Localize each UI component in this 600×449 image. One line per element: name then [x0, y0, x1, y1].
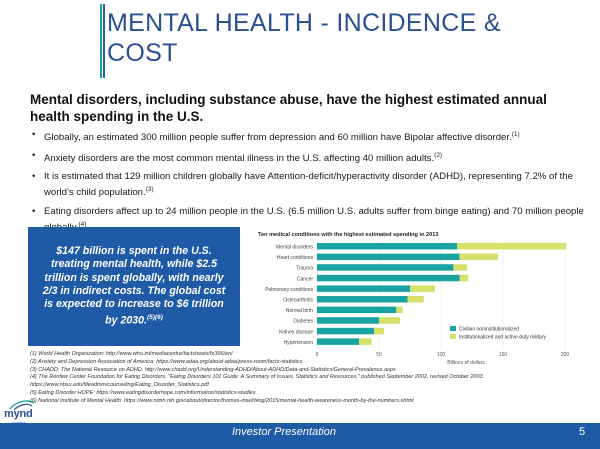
chart-title: Ten medical conditions with the highest …: [258, 232, 438, 238]
chart-bar: [453, 264, 468, 271]
title-accent-teal: [100, 4, 102, 78]
footer-label: Investor Presentation: [232, 426, 336, 438]
chart-bar: [459, 274, 469, 282]
bullet-item: Globally, an estimated 300 million peopl…: [30, 128, 585, 144]
bullet-text: Anxiety disorders are the most common me…: [44, 153, 435, 165]
chart-legend-label: Civilian noninstitutionalized: [459, 327, 519, 333]
chart-category-label: Mental disorders: [276, 245, 313, 251]
chart-bar: [317, 253, 460, 261]
title-accent-bar: [100, 4, 106, 78]
chart-legend-swatch: [450, 334, 456, 339]
chart-legend-swatch: [450, 326, 456, 331]
bullet-list: Globally, an estimated 300 million peopl…: [30, 128, 585, 239]
chart-bar: [317, 274, 460, 282]
chart-bar: [457, 243, 567, 250]
chart-bar: [379, 317, 401, 324]
cost-callout-content: $147 billion is spent in the U.S. treati…: [40, 245, 228, 328]
chart-x-axis-label: Billions of dollars: [447, 360, 485, 366]
chart-x-tick-label: 150: [499, 352, 508, 358]
chart-category-label: Heart conditions: [277, 255, 314, 261]
spending-chart-container: Ten medical conditions with the highest …: [255, 228, 575, 368]
chart-category-label: Normal birth: [286, 308, 313, 314]
chart-bar: [317, 243, 458, 250]
chart-category-label: Hypertension: [284, 340, 314, 346]
footnote: (2) Anxiety and Depression Association o…: [30, 358, 303, 365]
title-accent-blue: [103, 4, 105, 78]
chart-bar: [459, 253, 499, 261]
footer-bar: [0, 423, 600, 449]
bullet-ref: (2): [434, 152, 443, 160]
chart-bar: [317, 296, 408, 303]
chart-x-tick-label: 0: [316, 352, 319, 358]
chart-category-label: Kidney disease: [279, 329, 313, 335]
bullet-item: Anxiety disorders are the most common me…: [30, 149, 585, 165]
bullet-item: It is estimated that 129 million childre…: [30, 170, 585, 199]
bullet-ref: (3): [145, 186, 154, 194]
chart-bar: [317, 264, 454, 271]
spending-chart: Ten medical conditions with the highest …: [258, 232, 570, 366]
chart-bar: [317, 317, 379, 324]
bullet-text: It is estimated that 129 million childre…: [44, 171, 573, 199]
chart-bar: [374, 327, 384, 335]
cost-callout-box: $147 billion is spent in the U.S. treati…: [28, 227, 240, 346]
chart-bar: [317, 306, 397, 314]
bullet-text: Globally, an estimated 300 million peopl…: [44, 132, 512, 144]
chart-bar: [359, 338, 372, 345]
slide-title: MENTAL HEALTH - INCIDENCE & COST: [107, 9, 501, 67]
mynd-logo-icon: [9, 400, 35, 411]
chart-bar: [317, 327, 375, 335]
footnote: https://www.nbsu.edu/fileadmin/counselin…: [30, 382, 209, 389]
chart-bar: [396, 306, 403, 314]
page-number: 5: [579, 426, 586, 438]
chart-category-label: Pulmonary conditions: [265, 287, 313, 293]
logo-wordmark: mynd: [4, 408, 33, 420]
footnote: (4) The Renfew Center Foundation for Eat…: [30, 374, 485, 381]
footnote: (1) World Health Organization: http://ww…: [30, 351, 233, 357]
chart-category-label: Diabetes: [293, 319, 313, 325]
chart-category-label: Trauma: [296, 266, 313, 272]
chart-bar: [317, 338, 360, 345]
bullet-ref: (1): [511, 131, 520, 138]
chart-x-tick-label: 100: [437, 352, 446, 358]
chart-category-label: Osteoarthritis: [283, 298, 313, 304]
chart-x-tick-label: 50: [376, 352, 382, 358]
chart-x-tick-label: 200: [561, 352, 570, 358]
chart-bar: [317, 285, 410, 292]
chart-category-label: Cancer: [297, 276, 313, 282]
chart-bar: [410, 285, 435, 292]
chart-bar: [407, 296, 424, 303]
callout-text: $147 billion is spent in the U.S. treati…: [42, 245, 226, 327]
chart-legend-label: Institutionalized and active-duty milita…: [459, 335, 546, 341]
footnote-list: (1) World Health Organization: http://ww…: [30, 351, 590, 406]
bullet-ref: (4): [78, 220, 87, 228]
footnote: (3) CHADD: The National Resource on ADHD…: [30, 366, 396, 373]
footnote: (6) National Institute of Mental Health:…: [30, 397, 414, 404]
footnote: (5) Eating Disorder HOPE: https://www.ea…: [30, 389, 256, 396]
slide-subtitle: Mental disorders, including substance ab…: [30, 92, 547, 124]
callout-ref: (5)(6): [146, 314, 163, 322]
